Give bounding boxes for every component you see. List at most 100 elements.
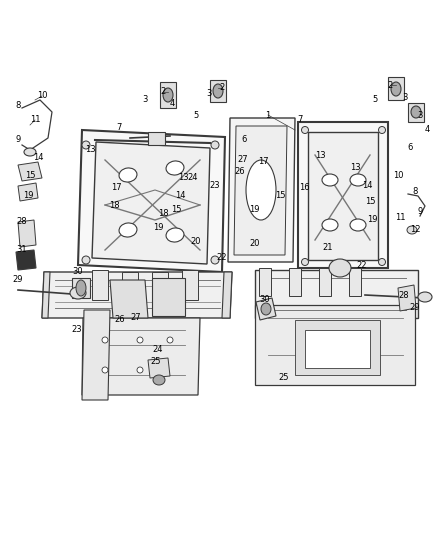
Text: 18: 18 (109, 200, 119, 209)
Ellipse shape (350, 219, 366, 231)
Ellipse shape (211, 141, 219, 149)
Text: 10: 10 (37, 92, 47, 101)
Text: 3: 3 (206, 90, 212, 99)
Text: 25: 25 (279, 374, 289, 383)
Ellipse shape (153, 375, 165, 385)
Polygon shape (408, 103, 424, 122)
Ellipse shape (301, 259, 308, 265)
Polygon shape (78, 130, 225, 272)
Ellipse shape (76, 280, 86, 296)
Text: 20: 20 (250, 239, 260, 248)
Text: 3: 3 (417, 110, 423, 119)
Text: 18: 18 (158, 209, 168, 219)
Text: 22: 22 (217, 254, 227, 262)
Text: 15: 15 (25, 171, 35, 180)
Text: 14: 14 (33, 154, 43, 163)
Ellipse shape (407, 226, 417, 234)
Ellipse shape (70, 287, 86, 299)
Text: 29: 29 (13, 276, 23, 285)
Ellipse shape (102, 337, 108, 343)
Polygon shape (295, 320, 380, 375)
Text: 29: 29 (410, 303, 420, 312)
Ellipse shape (166, 161, 184, 175)
Polygon shape (18, 220, 36, 247)
Ellipse shape (102, 367, 108, 373)
Polygon shape (18, 162, 42, 181)
Text: 15: 15 (171, 206, 181, 214)
Polygon shape (349, 268, 361, 296)
Text: 13: 13 (350, 164, 360, 173)
Text: 19: 19 (23, 191, 33, 200)
Ellipse shape (378, 259, 385, 265)
Polygon shape (255, 305, 415, 385)
Polygon shape (305, 330, 370, 368)
Polygon shape (289, 268, 301, 296)
Ellipse shape (322, 174, 338, 186)
Polygon shape (234, 126, 287, 255)
Polygon shape (82, 318, 200, 395)
Text: 19: 19 (153, 223, 163, 232)
Text: 7: 7 (297, 116, 303, 125)
Ellipse shape (418, 292, 432, 302)
Ellipse shape (137, 337, 143, 343)
Text: 14: 14 (362, 181, 372, 190)
Polygon shape (255, 270, 418, 318)
Ellipse shape (329, 259, 351, 277)
Ellipse shape (350, 174, 366, 186)
Text: 12: 12 (410, 225, 420, 235)
Text: 24: 24 (153, 345, 163, 354)
Polygon shape (110, 280, 148, 318)
Text: 13: 13 (314, 150, 325, 159)
Polygon shape (152, 278, 185, 316)
Ellipse shape (137, 367, 143, 373)
Text: 4: 4 (424, 125, 430, 134)
Ellipse shape (163, 88, 173, 102)
Text: 8: 8 (412, 188, 418, 197)
Polygon shape (298, 122, 388, 268)
Polygon shape (16, 250, 36, 270)
Text: 2: 2 (219, 84, 225, 93)
Text: 26: 26 (115, 316, 125, 325)
Polygon shape (308, 132, 378, 260)
Text: 5: 5 (372, 95, 378, 104)
Polygon shape (72, 278, 90, 298)
Text: 9: 9 (15, 135, 21, 144)
Ellipse shape (119, 223, 137, 237)
Polygon shape (182, 270, 198, 300)
Text: 16: 16 (299, 183, 309, 192)
Text: 3: 3 (142, 95, 148, 104)
Ellipse shape (213, 84, 223, 98)
Polygon shape (256, 298, 276, 320)
Text: 22: 22 (357, 261, 367, 270)
Ellipse shape (24, 148, 36, 156)
Text: 24: 24 (188, 174, 198, 182)
Ellipse shape (411, 106, 421, 118)
Text: 11: 11 (395, 214, 405, 222)
Text: 15: 15 (275, 190, 285, 199)
Text: 6: 6 (241, 135, 247, 144)
Polygon shape (42, 272, 232, 318)
Ellipse shape (82, 141, 90, 149)
Text: 19: 19 (249, 206, 259, 214)
Ellipse shape (378, 126, 385, 133)
Text: 23: 23 (210, 181, 220, 190)
Ellipse shape (391, 82, 401, 96)
Text: 30: 30 (73, 268, 83, 277)
Polygon shape (122, 272, 138, 302)
Polygon shape (148, 132, 165, 145)
Polygon shape (152, 272, 168, 302)
Polygon shape (319, 268, 331, 296)
Text: 21: 21 (323, 244, 333, 253)
Polygon shape (92, 270, 108, 300)
Text: 2: 2 (160, 87, 166, 96)
Polygon shape (160, 82, 176, 108)
Text: 20: 20 (191, 238, 201, 246)
Text: 19: 19 (367, 215, 377, 224)
Ellipse shape (246, 160, 276, 220)
Text: 17: 17 (258, 157, 268, 166)
Text: 31: 31 (17, 246, 27, 254)
Polygon shape (398, 285, 416, 311)
Text: 23: 23 (72, 326, 82, 335)
Text: 27: 27 (131, 313, 141, 322)
Text: 10: 10 (393, 171, 403, 180)
